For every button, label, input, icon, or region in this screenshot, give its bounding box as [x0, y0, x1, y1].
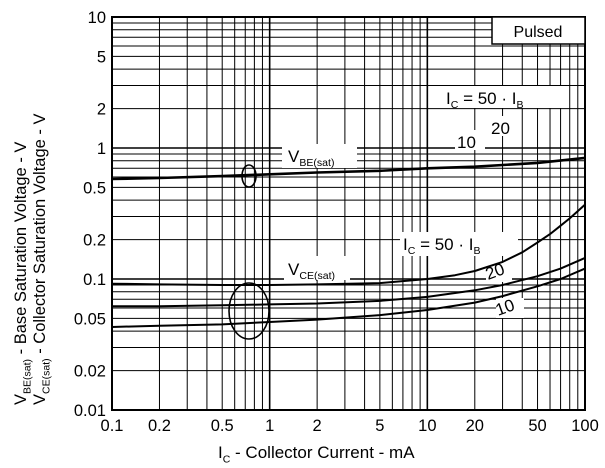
legend-box-label: Pulsed	[514, 24, 563, 41]
y-tick-label: 0.2	[83, 232, 106, 250]
y-tick-label: 0.05	[74, 310, 106, 328]
y-tick-label: 2	[97, 101, 106, 119]
x-tick-label: 10	[418, 417, 436, 435]
label-background	[486, 262, 512, 282]
y-tick-label: 0.02	[74, 363, 106, 381]
series-line-vce-50	[111, 203, 586, 286]
vbe-ratio-20: 20	[491, 119, 510, 138]
legend-box	[491, 16, 586, 45]
x-tick-label: 0.1	[101, 417, 124, 435]
y-tick-label: 0.5	[83, 179, 106, 197]
vce-label: VCE(sat)	[288, 260, 335, 282]
y-tick-label: 0.01	[74, 402, 106, 420]
label-background	[442, 86, 562, 108]
label-background	[496, 298, 524, 318]
vbe-label: VBE(sat)	[288, 147, 334, 169]
x-tick-label: 2	[313, 417, 322, 435]
y-tick-label: 1	[97, 140, 106, 158]
label-background	[455, 130, 485, 150]
series-line-vce-20	[112, 256, 586, 308]
x-tick-label: 50	[528, 417, 546, 435]
x-tick-label: 100	[571, 417, 599, 435]
x-tick-label: 0.2	[148, 417, 171, 435]
y-tick-label: 0.1	[83, 271, 106, 289]
vce-ratio-label: IC = 50 · IB	[403, 235, 481, 257]
x-tick-label: 20	[466, 417, 484, 435]
x-tick-label: 0.5	[211, 417, 234, 435]
series-line-vbe	[111, 156, 586, 181]
vbe-group-ellipse	[241, 164, 257, 188]
y-tick-label: 5	[97, 48, 106, 66]
plot-frame	[111, 16, 586, 411]
label-background	[489, 116, 517, 136]
y-tick-label: 10	[88, 9, 106, 27]
y-axis-label-vce: VCE(sat) - Collector Saturation Voltage …	[31, 113, 53, 405]
vbe-ratio-label: IC = 50 · IB	[446, 89, 524, 111]
x-tick-label: 5	[375, 417, 384, 435]
x-tick-label: 1	[265, 417, 274, 435]
label-background	[284, 256, 350, 280]
vbe-ratio-10: 10	[457, 133, 476, 152]
x-axis-label: IC - Collector Current - mA	[218, 443, 415, 466]
vce-group-ellipse	[228, 282, 270, 340]
series-line-vce-10	[111, 267, 586, 328]
label-background	[282, 144, 357, 168]
label-background	[400, 232, 518, 256]
